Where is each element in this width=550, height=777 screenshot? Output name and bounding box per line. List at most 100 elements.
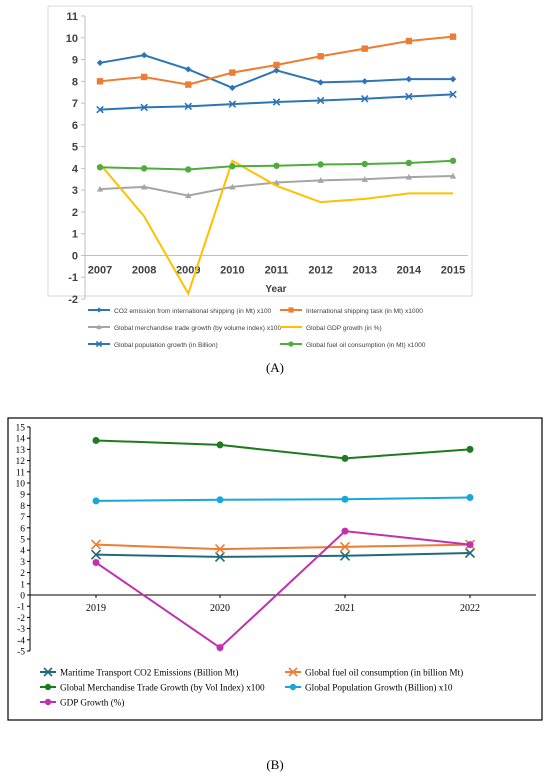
- x-tick-label: 2019: [86, 603, 106, 614]
- legend-label: Global fuel oil consumption (in billion …: [305, 668, 463, 678]
- panel-label-b: (B): [266, 757, 284, 772]
- data-point: [317, 79, 324, 86]
- legend-marker: [289, 683, 297, 691]
- data-point: [229, 84, 236, 92]
- legend-marker: [288, 341, 294, 347]
- y-tick-label: 5: [20, 536, 25, 546]
- data-point: [405, 75, 413, 83]
- data-point: [316, 96, 325, 105]
- y-tick-label: -2: [68, 294, 78, 306]
- data-point: [405, 92, 413, 101]
- x-tick-label: 2008: [132, 264, 156, 276]
- data-point: [229, 69, 236, 76]
- series-line: [95, 530, 471, 649]
- series-line: [95, 439, 471, 460]
- y-tick-label: 5: [72, 142, 78, 154]
- data-point: [214, 551, 226, 562]
- x-tick-label: 2014: [397, 264, 422, 276]
- y-tick-label: 1: [72, 229, 78, 241]
- data-point: [466, 541, 474, 549]
- legend-marker: [96, 307, 102, 313]
- data-point: [449, 33, 457, 40]
- y-tick-label: 6: [72, 120, 78, 132]
- x-axis-label: Year: [265, 284, 286, 295]
- data-point: [341, 454, 349, 462]
- chart-a-frame: [47, 5, 473, 297]
- chart-b-frame: [7, 417, 543, 721]
- y-tick-label: 7: [20, 513, 25, 523]
- y-tick-label: 11: [16, 468, 25, 478]
- data-point: [92, 497, 100, 505]
- legend-label: Global GDP growth (in %): [306, 325, 382, 332]
- data-point: [449, 172, 457, 179]
- x-tick-label: 2011: [265, 264, 289, 276]
- legend-label: International shipping task (in Mt) x100…: [306, 308, 423, 315]
- data-point: [90, 549, 102, 560]
- y-tick-label: 6: [20, 524, 25, 534]
- legend-label: Global population growth (in Billion): [114, 342, 218, 349]
- data-point: [216, 496, 224, 504]
- data-point: [184, 102, 193, 111]
- data-point: [273, 162, 280, 169]
- data-point: [339, 541, 351, 552]
- data-point: [273, 179, 280, 186]
- y-tick-label: 2: [72, 207, 78, 219]
- data-point: [272, 98, 281, 106]
- data-point: [361, 160, 368, 168]
- x-tick-label: 2007: [88, 264, 112, 276]
- data-point: [96, 78, 104, 85]
- legend-marker: [95, 340, 103, 348]
- series-line: [95, 552, 471, 558]
- x-tick-label: 2012: [308, 264, 332, 276]
- data-point: [140, 165, 148, 172]
- data-point: [317, 53, 324, 60]
- data-point: [466, 445, 474, 453]
- x-tick-label: 2013: [353, 264, 377, 276]
- data-point: [273, 61, 280, 69]
- data-point: [96, 164, 104, 171]
- y-tick-label: 8: [72, 76, 78, 88]
- data-point: [96, 59, 104, 67]
- y-tick-label: 15: [16, 424, 26, 434]
- y-tick-label: 8: [20, 502, 25, 512]
- data-point: [273, 67, 280, 74]
- data-point: [339, 550, 351, 561]
- data-point: [92, 436, 100, 444]
- data-point: [317, 161, 324, 168]
- x-tick-label: 2021: [335, 603, 355, 614]
- legend-marker: [96, 324, 102, 330]
- data-point: [96, 185, 104, 192]
- y-tick-label: 9: [20, 491, 25, 501]
- y-tick-label: 2: [20, 569, 25, 579]
- data-point: [449, 90, 457, 99]
- y-tick-label: 4: [72, 163, 79, 175]
- legend-marker: [44, 683, 52, 691]
- x-tick-label: 2022: [460, 603, 480, 614]
- legend-label: Global merchandise trade growth (by volu…: [114, 325, 281, 332]
- data-point: [140, 51, 148, 59]
- data-point: [140, 183, 148, 190]
- data-point: [185, 81, 192, 88]
- data-point: [96, 105, 104, 114]
- y-tick-label: 7: [72, 98, 78, 110]
- panel-label-a: (A): [265, 360, 285, 375]
- data-point: [90, 539, 102, 550]
- data-point: [361, 78, 368, 85]
- y-tick-label: -3: [17, 625, 25, 635]
- legend-marker: [43, 667, 53, 677]
- y-tick-label: -1: [17, 603, 25, 613]
- legend-label: Maritime Transport CO2 Emissions (Billio…: [60, 668, 238, 678]
- data-point: [361, 176, 368, 182]
- data-point: [214, 544, 226, 555]
- data-point: [464, 547, 476, 559]
- data-point: [449, 75, 457, 83]
- data-point: [405, 159, 413, 167]
- data-point: [228, 100, 237, 108]
- y-tick-label: -2: [17, 614, 25, 624]
- data-point: [185, 166, 192, 173]
- series-line: [99, 159, 453, 296]
- y-tick-label: 13: [16, 446, 26, 456]
- y-tick-label: 0: [72, 250, 78, 262]
